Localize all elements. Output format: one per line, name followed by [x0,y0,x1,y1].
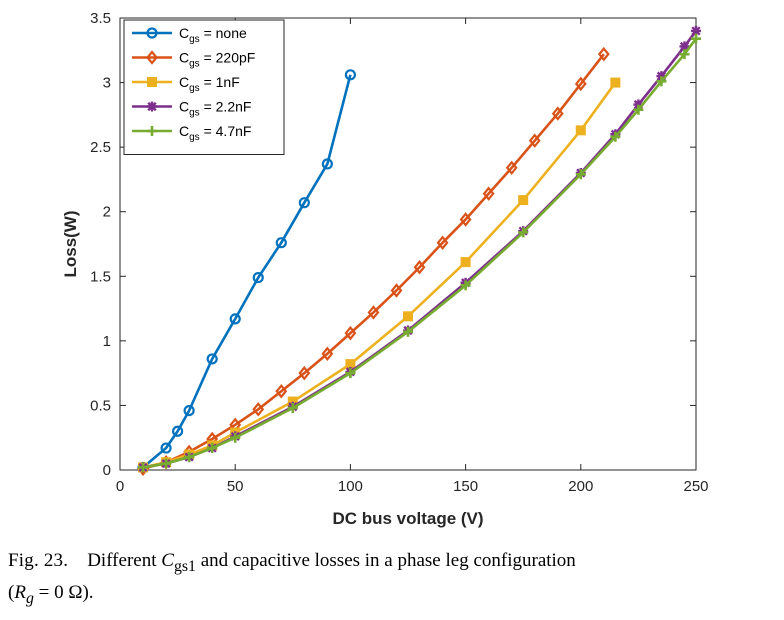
data-point [460,257,471,268]
loss-vs-voltage-chart: 0 50 100 150 200 250 0 0.5 1 1.5 2 2.5 3 3.5 DC bus vo… [61,10,709,528]
data-point [459,212,472,227]
data-point [610,77,621,88]
data-point [528,133,541,148]
data-point [633,99,644,110]
data-point [160,442,172,454]
legend-item: Cgs = 220pF [132,50,255,70]
figure-caption: Fig. 23. Different Cgs1 and capacitive l… [8,548,778,612]
data-point [518,195,529,206]
series-line [142,53,605,470]
data-point [298,197,310,209]
caption-c-subscript: gs1 [173,557,196,575]
data-point [287,403,298,414]
x-tick-label: 100 [338,478,363,495]
data-point [610,131,621,142]
data-point [551,106,564,121]
legend-item: Cgs = 2.2nF [132,99,251,119]
data-point [413,260,426,275]
legend-label: Cgs = 220pF [179,50,255,70]
x-tick-label: 150 [453,478,478,495]
y-tick-label: 0 [103,462,111,479]
y-tick-label: 2 [103,204,111,221]
legend-swatch-marker [146,50,158,65]
x-tick-label: 250 [683,478,708,495]
y-tick-label: 3.5 [90,10,111,27]
series-line [142,74,352,469]
data-point [482,186,495,201]
caption-text-2: and capacitive losses in a phase leg con… [195,550,576,571]
data-point [207,443,218,454]
data-point [691,25,701,36]
caption-r-symbol: R [14,581,26,603]
data-point [656,76,667,87]
y-tick-label: 3 [103,75,111,92]
data-point [184,452,195,463]
data-point [656,71,667,82]
chart-container: 0 50 100 150 200 250 0 0.5 1 1.5 2 2.5 3 3.5 DC bus vo… [61,10,709,528]
data-point [575,125,586,136]
data-point [460,280,471,291]
data-point [575,169,586,180]
y-tick-label: 1 [103,333,111,350]
legend-item: Cgs = 4.7nF [132,123,251,143]
caption-text-4: = 0 Ω). [33,581,94,603]
caption-c-symbol: C [161,550,174,571]
data-point [344,325,357,341]
y-axis-label: Loss(W) [61,210,80,277]
data-point [518,227,529,238]
data-point [367,305,380,320]
data-point [691,33,701,44]
data-point [321,158,333,170]
data-point [252,402,265,417]
data-point [679,41,690,52]
data-point [230,432,241,443]
data-point [633,104,644,115]
data-point [344,69,356,81]
data-point [275,383,288,399]
caption-r-subscript: g [25,589,34,607]
data-point [574,76,587,92]
legend-item: Cgs = none [132,25,247,45]
data-point [597,46,610,62]
legend-swatch-marker [147,126,157,136]
y-tick-label: 0.5 [90,397,111,414]
caption-text-3: ( [8,581,15,603]
series-5 [138,33,701,473]
caption-prefix: Fig. 23. [8,550,69,571]
data-point [229,313,241,325]
x-axis-label: DC bus voltage (V) [332,509,483,528]
data-point [436,235,449,250]
data-point [321,346,334,362]
data-point [138,462,149,473]
legend-label: Cgs = 2.2nF [179,99,251,119]
x-tick-label: 50 [227,478,244,495]
data-point [161,458,172,469]
x-tick-label: 200 [568,478,593,495]
legend: Cgs = none Cgs = 220pF Cgs = 1nF Cgs = 2.2n… [123,19,285,155]
caption-text-1: Different [87,550,162,571]
legend-label: Cgs = 1nF [179,74,240,94]
data-point [345,368,356,379]
legend-swatch-marker [146,27,158,39]
data-point [403,326,413,337]
data-point [679,49,690,60]
x-tick-label: 0 [116,478,124,495]
data-point [403,311,413,322]
data-point [206,353,218,365]
data-point [275,237,287,249]
data-point [183,404,195,417]
legend-label: Cgs = none [179,25,247,45]
data-point [172,425,184,437]
y-tick-label: 2.5 [90,139,111,156]
legend-swatch-marker [147,101,157,112]
data-point [505,160,518,176]
data-point [252,271,264,284]
y-tick-label: 1.5 [90,268,111,285]
legend-item: Cgs = 1nF [132,74,240,94]
legend-swatch-marker [147,77,157,87]
data-point [390,283,403,298]
data-point [298,365,311,381]
legend-label: Cgs = 4.7nF [179,123,251,143]
series-line [142,37,698,469]
